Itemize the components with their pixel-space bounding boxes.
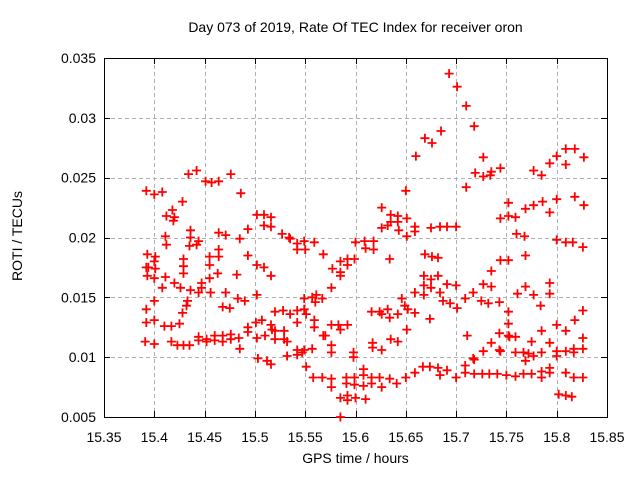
x-axis-label: GPS time / hours	[302, 450, 409, 466]
svg-text:0.02: 0.02	[69, 230, 96, 246]
svg-text:0.03: 0.03	[69, 110, 96, 126]
svg-text:15.6: 15.6	[342, 429, 369, 445]
svg-text:15.35: 15.35	[86, 429, 121, 445]
svg-text:15.8: 15.8	[543, 429, 570, 445]
svg-text:15.7: 15.7	[442, 429, 469, 445]
svg-text:15.4: 15.4	[141, 429, 168, 445]
svg-text:15.45: 15.45	[187, 429, 222, 445]
svg-text:0.025: 0.025	[61, 170, 96, 186]
svg-text:15.55: 15.55	[288, 429, 323, 445]
svg-text:0.035: 0.035	[61, 50, 96, 66]
svg-text:15.75: 15.75	[489, 429, 524, 445]
svg-text:15.85: 15.85	[589, 429, 624, 445]
svg-text:15.5: 15.5	[241, 429, 268, 445]
tick-labels: 15.35 15.4 15.45 15.5 15.55 15.6 15.65 15.7 15.7…	[61, 50, 625, 445]
grid-lines	[104, 58, 607, 417]
axes-frame	[104, 58, 608, 418]
chart-title: Day 073 of 2019, Rate Of TEC Index for r…	[188, 19, 523, 35]
svg-text:0.015: 0.015	[61, 289, 96, 305]
svg-text:0.01: 0.01	[69, 349, 96, 365]
data-points	[140, 69, 589, 422]
svg-text:15.65: 15.65	[388, 429, 423, 445]
svg-text:0.005: 0.005	[61, 409, 96, 425]
